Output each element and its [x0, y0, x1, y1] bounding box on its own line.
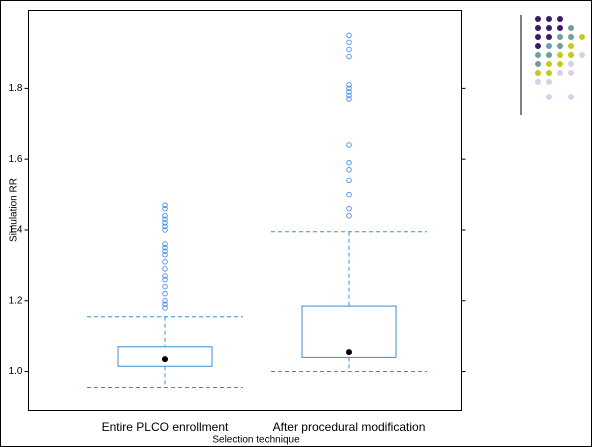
outlier: [346, 85, 352, 92]
outlier: [346, 46, 352, 53]
outlier: [346, 89, 352, 95]
outlier: [162, 216, 168, 223]
outlier: [162, 298, 168, 304]
outlier: [346, 142, 352, 148]
outlier: [162, 244, 168, 251]
outlier: [346, 159, 352, 166]
outlier: [346, 96, 352, 102]
outlier: [162, 273, 168, 279]
outlier: [346, 177, 352, 184]
outlier: [162, 241, 168, 247]
outlier: [162, 220, 168, 226]
y-tick-label: 1.2: [9, 295, 23, 306]
y-tick-label: 1.0: [9, 366, 23, 377]
mean-dot: [162, 356, 168, 363]
outlier: [346, 92, 352, 99]
outlier: [346, 167, 352, 173]
outlier: [162, 301, 168, 308]
outlier: [346, 39, 352, 46]
plot-area: [28, 10, 462, 411]
y-tick-label: 1.4: [9, 225, 23, 236]
outlier: [162, 202, 168, 208]
outlier: [162, 290, 168, 297]
outlier: [162, 251, 168, 258]
outlier: [162, 259, 168, 265]
outlier: [162, 227, 168, 233]
y-tick-label: 1.8: [9, 83, 23, 94]
y-axis-label: Simulation RR: [9, 178, 20, 242]
mean-dot: [346, 349, 352, 356]
x-tick-label: Entire PLCO enrollment: [102, 420, 229, 434]
x-axis-label: Selection technique: [212, 435, 300, 446]
outlier: [346, 53, 352, 60]
outlier: [346, 32, 352, 39]
box: [117, 346, 213, 367]
outlier: [346, 205, 352, 212]
outlier: [162, 283, 168, 290]
outlier: [162, 266, 168, 272]
outlier: [162, 248, 168, 254]
outlier: [162, 213, 168, 219]
decor-dots: [535, 16, 585, 100]
outlier: [346, 82, 352, 88]
x-tick-label: After procedural modification: [273, 420, 426, 434]
box: [301, 305, 397, 358]
outlier: [346, 191, 352, 198]
outlier: [162, 276, 168, 283]
outlier: [162, 223, 168, 230]
outlier: [162, 205, 168, 212]
outlier: [346, 213, 352, 219]
y-tick-label: 1.6: [9, 154, 23, 165]
outlier: [162, 305, 168, 311]
